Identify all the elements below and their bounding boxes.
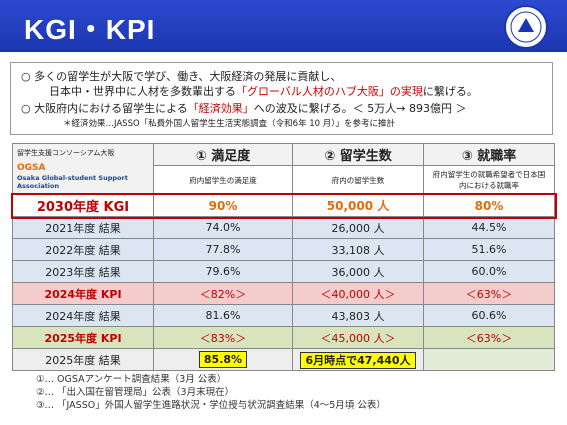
- row: 2024年度 KPI ＜82%＞ ＜40,000 人＞ ＜63%＞: [12, 282, 555, 305]
- column-desc: 府内の留学生数: [292, 165, 424, 195]
- row-label: 2030年度 KGI: [12, 194, 154, 217]
- row-label: 2021年度 結果: [12, 216, 154, 239]
- cell: ＜83%＞: [153, 326, 293, 349]
- footnote: ②… 「出入国在留管理局」公表（3月末現在）: [36, 387, 235, 398]
- cell: 80%: [423, 194, 555, 217]
- column-title: ③ 就職率: [423, 143, 555, 166]
- row-label: 2024年度 結果: [12, 304, 154, 327]
- org-cell: 留学生支援コンソーシアム大阪 OGSA Osaka Global-student…: [12, 143, 154, 195]
- row: 2025年度 結果 85.8% 6月時点で47,440人: [12, 348, 555, 371]
- footnote: ③… 「JASSO」外国人留学生進路状況・学位授与状況調査結果（4～5月頃 公表…: [36, 400, 386, 411]
- cell: ＜63%＞: [423, 282, 555, 305]
- cell: 36,000 人: [292, 260, 424, 283]
- footnote: ①… OGSAアンケート調査結果（3月 公表）: [36, 374, 227, 385]
- cell: 33,108 人: [292, 238, 424, 261]
- header-row: 府内留学生の満足度 府内の留学生数 府内留学生の就職希望者で日本国内における就職…: [12, 165, 555, 195]
- cell: 44.5%: [423, 216, 555, 239]
- bullet: ○ 大阪府内における留学生による「経済効果」への波及に繋げる。＜ 5万人→ 89…: [21, 102, 467, 115]
- text: 多くの留学生が大阪で学び、働き、大阪経済の発展に貢献し、: [34, 70, 342, 83]
- cell: 51.6%: [423, 238, 555, 261]
- cell: 81.6%: [153, 304, 293, 327]
- cell: ＜40,000 人＞: [292, 282, 424, 305]
- row-label: 2025年度 結果: [12, 348, 154, 371]
- cell: 77.8%: [153, 238, 293, 261]
- cell: 79.6%: [153, 260, 293, 283]
- slide-title: KGI・KPI: [24, 14, 156, 45]
- cell: 85.8%: [153, 348, 293, 371]
- highlight: 85.8%: [198, 351, 248, 368]
- highlight: 6月時点で47,440人: [300, 351, 416, 369]
- row: 2024年度 結果 81.6% 43,803 人 60.6%: [12, 304, 555, 327]
- cell: 90%: [153, 194, 293, 217]
- row: 2030年度 KGI 90% 50,000 人 80%: [10, 192, 557, 219]
- note: ＊経済効果…JASSO「私費外国人留学生生活実態調査（令和6年 10 月）」を参…: [63, 119, 396, 129]
- intro-box: ○ 多くの留学生が大阪で学び、働き、大阪経済の発展に貢献し、 日本中・世界中に人…: [10, 62, 553, 135]
- row: 2021年度 結果 74.0% 26,000 人 44.5%: [12, 216, 555, 239]
- cell: ＜63%＞: [423, 326, 555, 349]
- row: 2023年度 結果 79.6% 36,000 人 60.0%: [12, 260, 555, 283]
- logo: [504, 5, 548, 49]
- cell: ＜82%＞: [153, 282, 293, 305]
- highlight: 「経済効果」: [187, 102, 254, 115]
- highlight: 「グローバル人材のハブ大阪」の実現: [236, 85, 423, 98]
- row-label: 2024年度 KPI: [12, 282, 154, 305]
- org-name: 留学生支援コンソーシアム大阪: [17, 149, 115, 157]
- column-desc: 府内留学生の満足度: [153, 165, 293, 195]
- text: 大阪府内における留学生による: [34, 102, 188, 115]
- text: に繋げる。: [422, 85, 478, 98]
- kpi-table: 留学生支援コンソーシアム大阪 OGSA Osaka Global-student…: [10, 143, 557, 371]
- org-abbr: OGSA: [17, 163, 46, 173]
- cell: 60.0%: [423, 260, 555, 283]
- row: 2025年度 KPI ＜83%＞ ＜45,000 人＞ ＜63%＞: [12, 326, 555, 349]
- org-full: Osaka Global-student Support Association: [17, 174, 128, 190]
- cell: 50,000 人: [292, 194, 424, 217]
- header-row: 留学生支援コンソーシアム大阪 OGSA Osaka Global-student…: [12, 143, 555, 195]
- cell: ＜45,000 人＞: [292, 326, 424, 349]
- bullet-line: 日本中・世界中に人材を多数輩出する「グローバル人材のハブ大阪」の実現に繋げる。: [49, 84, 478, 99]
- empty-cell: [423, 348, 555, 371]
- title-bar: [0, 0, 567, 52]
- cell: 43,803 人: [292, 304, 424, 327]
- cell: 26,000 人: [292, 216, 424, 239]
- column-desc: 府内留学生の就職希望者で日本国内における就職率: [423, 165, 555, 195]
- cell: 74.0%: [153, 216, 293, 239]
- cell: 60.6%: [423, 304, 555, 327]
- text: への波及に繋げる。＜ 5万人→ 893億円 ＞: [253, 102, 467, 115]
- column-title: ① 満足度: [153, 143, 293, 166]
- column-title: ② 留学生数: [292, 143, 424, 166]
- bullet: ○ 多くの留学生が大阪で学び、働き、大阪経済の発展に貢献し、: [21, 70, 342, 83]
- row-label: 2022年度 結果: [12, 238, 154, 261]
- footnotes: ①… OGSAアンケート調査結果（3月 公表） ②… 「出入国在留管理局」公表（…: [36, 373, 386, 412]
- row-label: 2025年度 KPI: [12, 326, 154, 349]
- text: 日本中・世界中に人材を多数輩出する: [49, 85, 236, 98]
- cell: 6月時点で47,440人: [292, 348, 424, 371]
- row-label: 2023年度 結果: [12, 260, 154, 283]
- row: 2022年度 結果 77.8% 33,108 人 51.6%: [12, 238, 555, 261]
